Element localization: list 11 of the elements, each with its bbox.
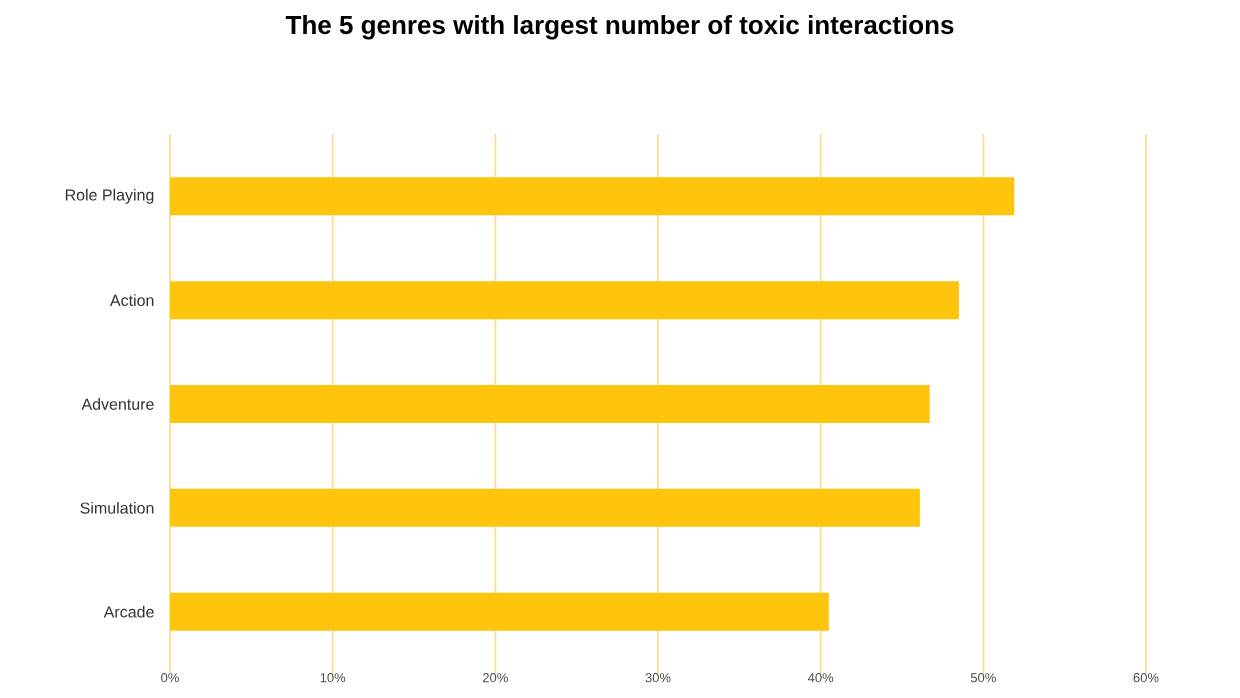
chart-title: The 5 genres with largest number of toxic interactions — [285, 15, 954, 40]
y-tick-label: Arcade — [103, 605, 154, 618]
bar — [170, 385, 930, 424]
y-tick-label: Simulation — [80, 501, 154, 514]
bar — [170, 592, 829, 631]
bar — [170, 281, 959, 320]
bar — [170, 177, 1015, 216]
y-tick-label: Adventure — [81, 398, 154, 410]
y-tick-label: Action — [109, 294, 154, 307]
y-tick-label: Role Playing — [65, 188, 154, 204]
bar — [170, 488, 920, 527]
